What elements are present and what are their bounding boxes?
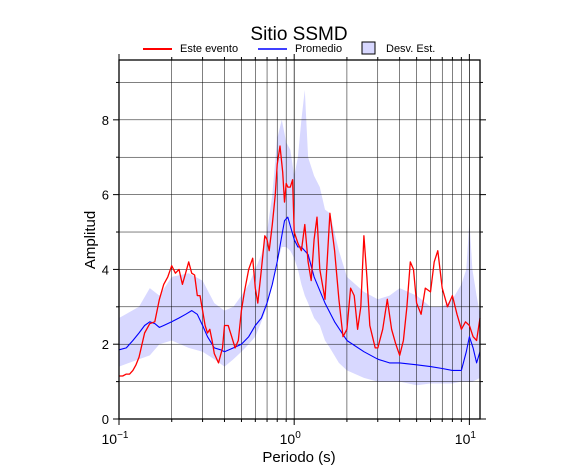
std-band-layer <box>119 89 480 386</box>
std-band-area <box>119 89 480 386</box>
plot-border <box>118 59 481 420</box>
y-tick-label: 2 <box>102 337 109 352</box>
grid-layer <box>118 60 480 419</box>
x-tick-label: 100 <box>280 430 302 447</box>
x-axis-label: Periodo (s) <box>262 449 335 466</box>
y-tick-label: 6 <box>102 188 109 203</box>
series-line-promedio <box>118 216 481 371</box>
legend-evento-label: Este evento <box>180 43 238 55</box>
y-tick-label: 4 <box>102 262 109 277</box>
y-tick-label: 8 <box>102 113 109 128</box>
legend: Este evento Promedio Desv. Est. <box>143 41 435 55</box>
series-line-este-evento <box>119 145 481 377</box>
legend-desv-label: Desv. Est. <box>386 43 435 55</box>
chart-title: Sitio SSMD <box>250 24 347 45</box>
plot-frame <box>118 59 481 420</box>
series-layer <box>118 145 481 377</box>
x-tick-label: 101 <box>455 430 477 447</box>
legend-promedio-label: Promedio <box>295 43 342 55</box>
y-tick-label: 0 <box>102 412 109 427</box>
y-axis-label: Amplitud <box>82 211 99 269</box>
axis-ticks: 0 2 4 6 8 10−1 100 101 <box>102 54 486 447</box>
x-tick-label: 10−1 <box>102 430 129 447</box>
legend-desv-swatch <box>361 41 376 55</box>
